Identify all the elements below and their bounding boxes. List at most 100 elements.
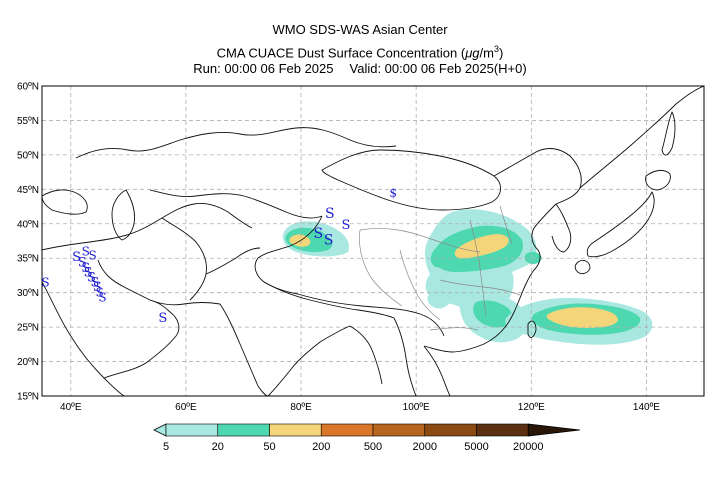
coast-south-china	[423, 343, 485, 353]
lat-tick-label: 60ºN	[17, 82, 39, 93]
coast-arabia	[103, 299, 180, 379]
dust-storm-symbol: S	[82, 244, 90, 258]
dust-area-yunnan-spot	[427, 290, 451, 309]
coast-vietnam	[423, 345, 451, 396]
coast-iran-south	[149, 299, 221, 306]
coast-taiwan	[527, 320, 537, 338]
dust-storm-symbol: S	[41, 275, 49, 289]
dust-storm-symbol: $	[389, 186, 397, 200]
province-line-7	[429, 327, 479, 331]
colorbar-label: 5000	[464, 441, 488, 453]
colorbar-label: 50	[263, 441, 275, 453]
dust-area-sichuan-spot	[430, 251, 446, 268]
coast-red-sea	[42, 281, 125, 396]
unit-rest: /m	[479, 45, 494, 61]
dust-storm-symbol: S	[158, 311, 167, 326]
colorbar-segment	[372, 423, 426, 437]
dust-storm-symbol: S	[325, 206, 335, 222]
colorbar-segment	[424, 423, 477, 437]
dust-storm-symbol: S	[98, 290, 106, 304]
coast-japan-hokkaido	[645, 169, 671, 191]
dust-storm-symbol: S	[78, 255, 87, 270]
lon-tick-label: 100ºE	[403, 402, 430, 413]
dust-storm-symbol: S	[314, 226, 324, 242]
dust-area-pacific-high	[546, 307, 618, 328]
lat-tick-label: 25ºN	[17, 323, 39, 334]
border-himalaya	[263, 281, 395, 319]
dust-area-south-mid	[473, 300, 513, 328]
lon-tick-label: 120ºE	[518, 402, 545, 413]
dust-storm-symbol: S	[87, 271, 96, 286]
dust-storm-symbol: S	[72, 250, 81, 265]
coast-india-west	[219, 303, 269, 396]
longitude-labels: 40ºE 60ºE 80ºE 100ºE 120ºE 140ºE	[60, 402, 660, 413]
lon-tick-label: 40ºE	[60, 402, 82, 413]
colorbar-segment	[217, 423, 270, 437]
coast-kyushu	[574, 259, 591, 275]
coast-blacksea	[42, 189, 88, 215]
dust-storm-symbol: S	[93, 280, 102, 295]
lat-tick-label: 30ºN	[17, 288, 39, 299]
unit-sup: 3	[494, 44, 500, 54]
province-line-4	[469, 219, 487, 317]
coast-indochina	[393, 317, 417, 396]
colorbar: 5 20 50 200 500 2000 5000 20000	[153, 423, 581, 453]
unit-close: )	[499, 45, 504, 61]
colorbar-label: 500	[364, 441, 382, 453]
coast-sakhalin	[661, 111, 676, 156]
lat-tick-label: 20ºN	[17, 357, 39, 368]
colorbar-segment	[476, 423, 529, 437]
country-borders	[42, 86, 704, 396]
lat-tick-label: 45ºN	[17, 185, 39, 196]
border-china-south-west	[297, 293, 445, 337]
lon-tick-label: 60ºE	[175, 402, 197, 413]
dust-area-northchina-high	[454, 234, 509, 259]
map-grid	[42, 86, 704, 396]
colorbar-right-arrow	[527, 423, 581, 437]
title-times: Run: 00:00 06 Feb 2025 Valid: 00:00 06 Fe…	[0, 61, 720, 77]
coast-bay-bengal	[349, 325, 383, 385]
dust-storm-symbol: S	[324, 232, 334, 248]
latitude-labels: 15ºN 20ºN 25ºN 30ºN 35ºN 40ºN 45ºN 50ºN 55ºN 60ºN	[17, 82, 39, 403]
lat-tick-label: 40ºN	[17, 219, 39, 230]
colorbar-label: 20	[212, 441, 224, 453]
province-line-1	[359, 228, 481, 253]
dust-storm-symbol: S	[95, 286, 103, 300]
dust-storm-symbol: S	[89, 248, 97, 262]
dust-storm-symbol: S	[91, 275, 100, 290]
map-frame	[41, 85, 705, 397]
coast-china-east	[483, 203, 557, 345]
dust-storm-symbol: S	[84, 266, 93, 281]
unit-mu: μg	[465, 45, 480, 61]
colorbar-label: 5	[163, 441, 169, 453]
dust-concentration-layer	[282, 209, 653, 345]
colorbar-label: 20000	[513, 441, 544, 453]
province-line-2	[399, 249, 441, 321]
border-iran-afghan	[161, 217, 207, 301]
border-mideast-north	[42, 217, 163, 251]
colorbar-segment	[269, 423, 322, 437]
title-center: WMO SDS-WAS Asian Center	[0, 22, 720, 38]
province-line-3	[439, 279, 523, 297]
lon-tick-label: 80ºE	[290, 402, 312, 413]
colorbar-label: 200	[312, 441, 330, 453]
coast-japan-honshu	[586, 191, 655, 258]
lat-tick-label: 15ºN	[17, 392, 39, 403]
coast-korea	[551, 203, 572, 253]
title-center-text: WMO SDS-WAS Asian Center	[272, 22, 448, 37]
border-mongolia	[321, 149, 501, 211]
coast-russia-far-east	[579, 86, 704, 189]
coast-caspian	[111, 189, 135, 241]
colorbar-label: 2000	[413, 441, 437, 453]
province-line-6	[359, 229, 403, 307]
border-uzbek	[161, 203, 253, 229]
title-product: CMA CUACE Dust Surface Concentration (μg…	[0, 41, 720, 61]
border-china-northeast	[493, 148, 582, 205]
valid-time: Valid: 00:00 06 Feb 2025(H+0)	[349, 61, 527, 76]
province-borders	[359, 205, 523, 331]
coast-gulf	[97, 259, 151, 301]
colorbar-segment	[320, 423, 374, 437]
lon-tick-label: 140ºE	[633, 402, 660, 413]
dust-storm-symbol: S	[81, 261, 90, 276]
